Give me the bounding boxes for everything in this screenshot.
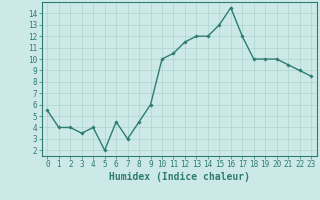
X-axis label: Humidex (Indice chaleur): Humidex (Indice chaleur) (109, 172, 250, 182)
